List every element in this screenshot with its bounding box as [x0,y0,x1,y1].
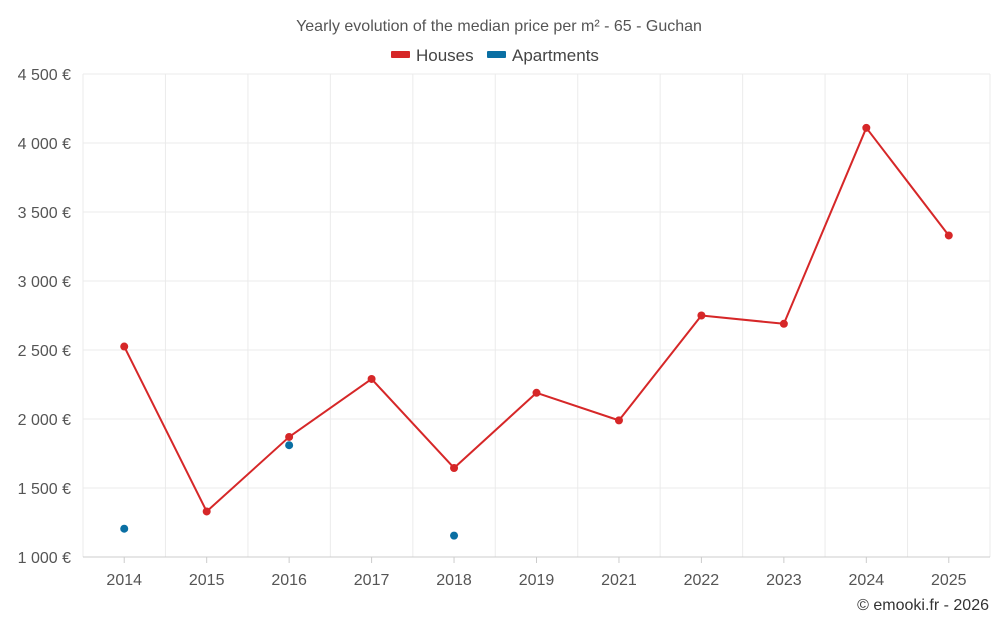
axes: 1 000 € 1 500 € 2 000 € 2 500 € 3 000 € 3 500… [18,67,990,589]
data-point-apartments[interactable] [120,524,129,533]
grid [82,73,991,557]
data-point-houses[interactable] [614,416,623,425]
chart-title: Yearly evolution of the median price per… [296,18,702,35]
data-point-houses[interactable] [944,231,953,240]
y-tick-label: 3 000 € [18,274,71,291]
legend: Houses Apartments [391,46,599,65]
x-tick-label: 2017 [354,572,390,589]
data-point-houses[interactable] [532,388,541,397]
x-tick-label: 2015 [189,572,225,589]
x-tick-label: 2021 [601,572,637,589]
data-point-houses[interactable] [450,463,459,472]
series [120,123,953,540]
x-tick-label: 2022 [684,572,720,589]
y-tick-label: 4 500 € [18,67,71,84]
data-point-houses[interactable] [779,319,788,328]
data-point-apartments[interactable] [285,441,294,450]
x-tick-label: 2019 [519,572,555,589]
data-point-houses[interactable] [367,374,376,383]
data-point-houses[interactable] [697,311,706,320]
y-tick-label: 3 500 € [18,205,71,222]
data-point-houses[interactable] [862,123,871,132]
data-point-houses[interactable] [120,342,129,351]
x-tick-label: 2023 [766,572,802,589]
x-tick-label: 2025 [931,572,967,589]
legend-swatch-apartments[interactable] [487,51,506,58]
x-tick-label: 2014 [106,572,142,589]
legend-label-apartments[interactable]: Apartments [512,46,599,65]
y-tick-label: 4 000 € [18,136,71,153]
data-point-apartments[interactable] [450,531,459,540]
x-tick-label: 2018 [436,572,472,589]
y-tick-label: 2 000 € [18,412,71,429]
legend-swatch-houses[interactable] [391,51,410,58]
legend-label-houses[interactable]: Houses [416,46,474,65]
y-tick-label: 1 500 € [18,481,71,498]
y-tick-label: 1 000 € [18,550,71,567]
x-tick-label: 2016 [271,572,307,589]
data-point-houses[interactable] [285,432,294,441]
x-tick-label: 2024 [849,572,885,589]
data-point-houses[interactable] [202,507,211,516]
y-tick-label: 2 500 € [18,343,71,360]
credit-text: © emooki.fr - 2026 [857,597,989,614]
